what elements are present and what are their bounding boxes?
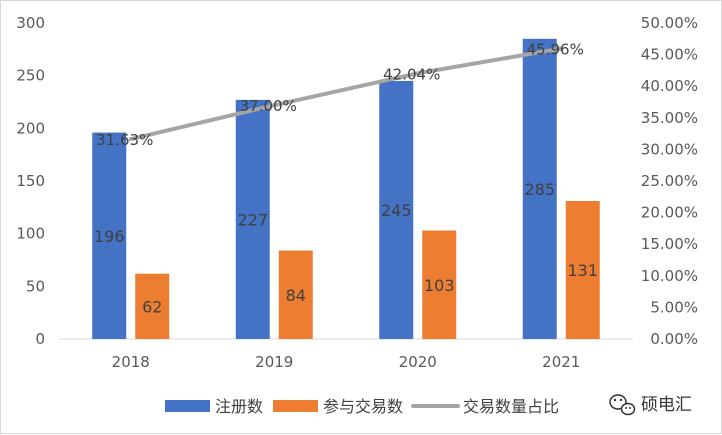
ratio-line xyxy=(128,46,564,142)
y2-tick-label: 5.00% xyxy=(650,298,698,316)
y-tick-label: 50 xyxy=(26,277,45,295)
y2-tick-label: 15.00% xyxy=(641,235,698,253)
legend-item: 注册数 xyxy=(165,397,263,416)
wechat-icon xyxy=(609,394,636,416)
bar-参与交易数-2021 xyxy=(565,201,600,339)
x-tick-label: 2018 xyxy=(112,353,150,371)
bar-value-label: 245 xyxy=(381,201,412,220)
y2-tick-label: 40.00% xyxy=(641,77,698,95)
legend-swatch xyxy=(273,400,318,412)
legend-item: 交易数量占比 xyxy=(411,397,559,416)
legend-label: 注册数 xyxy=(215,397,263,416)
legend-label: 参与交易数 xyxy=(323,397,403,416)
watermark-text: 硕电汇 xyxy=(641,395,692,415)
bar-注册数-2019 xyxy=(235,99,270,339)
line-value-label: 42.04% xyxy=(383,65,440,83)
y2-tick-label: 20.00% xyxy=(641,204,698,222)
y-tick-label: 150 xyxy=(16,172,45,190)
x-tick-label: 2020 xyxy=(399,353,437,371)
y-tick-label: 250 xyxy=(16,67,45,85)
bars xyxy=(92,38,600,340)
x-tick-label: 2019 xyxy=(255,353,293,371)
line-value-label: 37.00% xyxy=(240,97,297,115)
bar-value-label: 103 xyxy=(424,276,455,295)
y2-tick-label: 50.00% xyxy=(641,14,698,32)
legend-label: 交易数量占比 xyxy=(463,397,559,416)
bar-注册数-2020 xyxy=(379,80,414,339)
y2-tick-label: 0.00% xyxy=(650,330,698,348)
bar-注册数-2021 xyxy=(522,38,557,340)
line-value-label: 31.63% xyxy=(96,131,153,149)
y-tick-label: 200 xyxy=(16,119,45,137)
y-tick-label: 100 xyxy=(16,225,45,243)
legend-swatch xyxy=(165,400,210,412)
bar-参与交易数-2018 xyxy=(135,273,170,339)
axes: 0 50 100 150 200 250 300 0.00% 5.00% 10.00% 15.00%… xyxy=(16,14,698,371)
bar-value-label: 62 xyxy=(142,297,162,316)
line-交易数量占比 xyxy=(128,46,564,142)
y2-tick-label: 30.00% xyxy=(641,140,698,158)
y2-tick-label: 10.00% xyxy=(641,267,698,285)
watermark: 硕电汇 xyxy=(609,394,692,416)
legend: 注册数 参与交易数 交易数量占比 xyxy=(165,397,559,416)
bar-value-label: 285 xyxy=(524,180,555,199)
legend-item: 参与交易数 xyxy=(273,397,403,416)
y2-tick-label: 45.00% xyxy=(641,46,698,64)
y2-tick-label: 35.00% xyxy=(641,109,698,127)
bar-参与交易数-2019 xyxy=(278,250,313,339)
bar-value-label: 196 xyxy=(94,227,125,246)
bar-参与交易数-2020 xyxy=(422,230,457,339)
bar-注册数-2018 xyxy=(92,132,127,339)
x-tick-label: 2021 xyxy=(542,353,580,371)
bar-value-label: 84 xyxy=(286,286,306,305)
line-value-label: 45.96% xyxy=(527,41,584,59)
bar-value-label: 131 xyxy=(567,261,598,280)
y2-tick-label: 25.00% xyxy=(641,172,698,190)
y-tick-label: 0 xyxy=(35,330,45,348)
bar-value-label: 227 xyxy=(237,210,268,229)
data-labels: 196 227 245 285 62 84 103 131 31.63% 37.00% 42.04%… xyxy=(94,41,598,317)
y-tick-label: 300 xyxy=(16,14,45,32)
